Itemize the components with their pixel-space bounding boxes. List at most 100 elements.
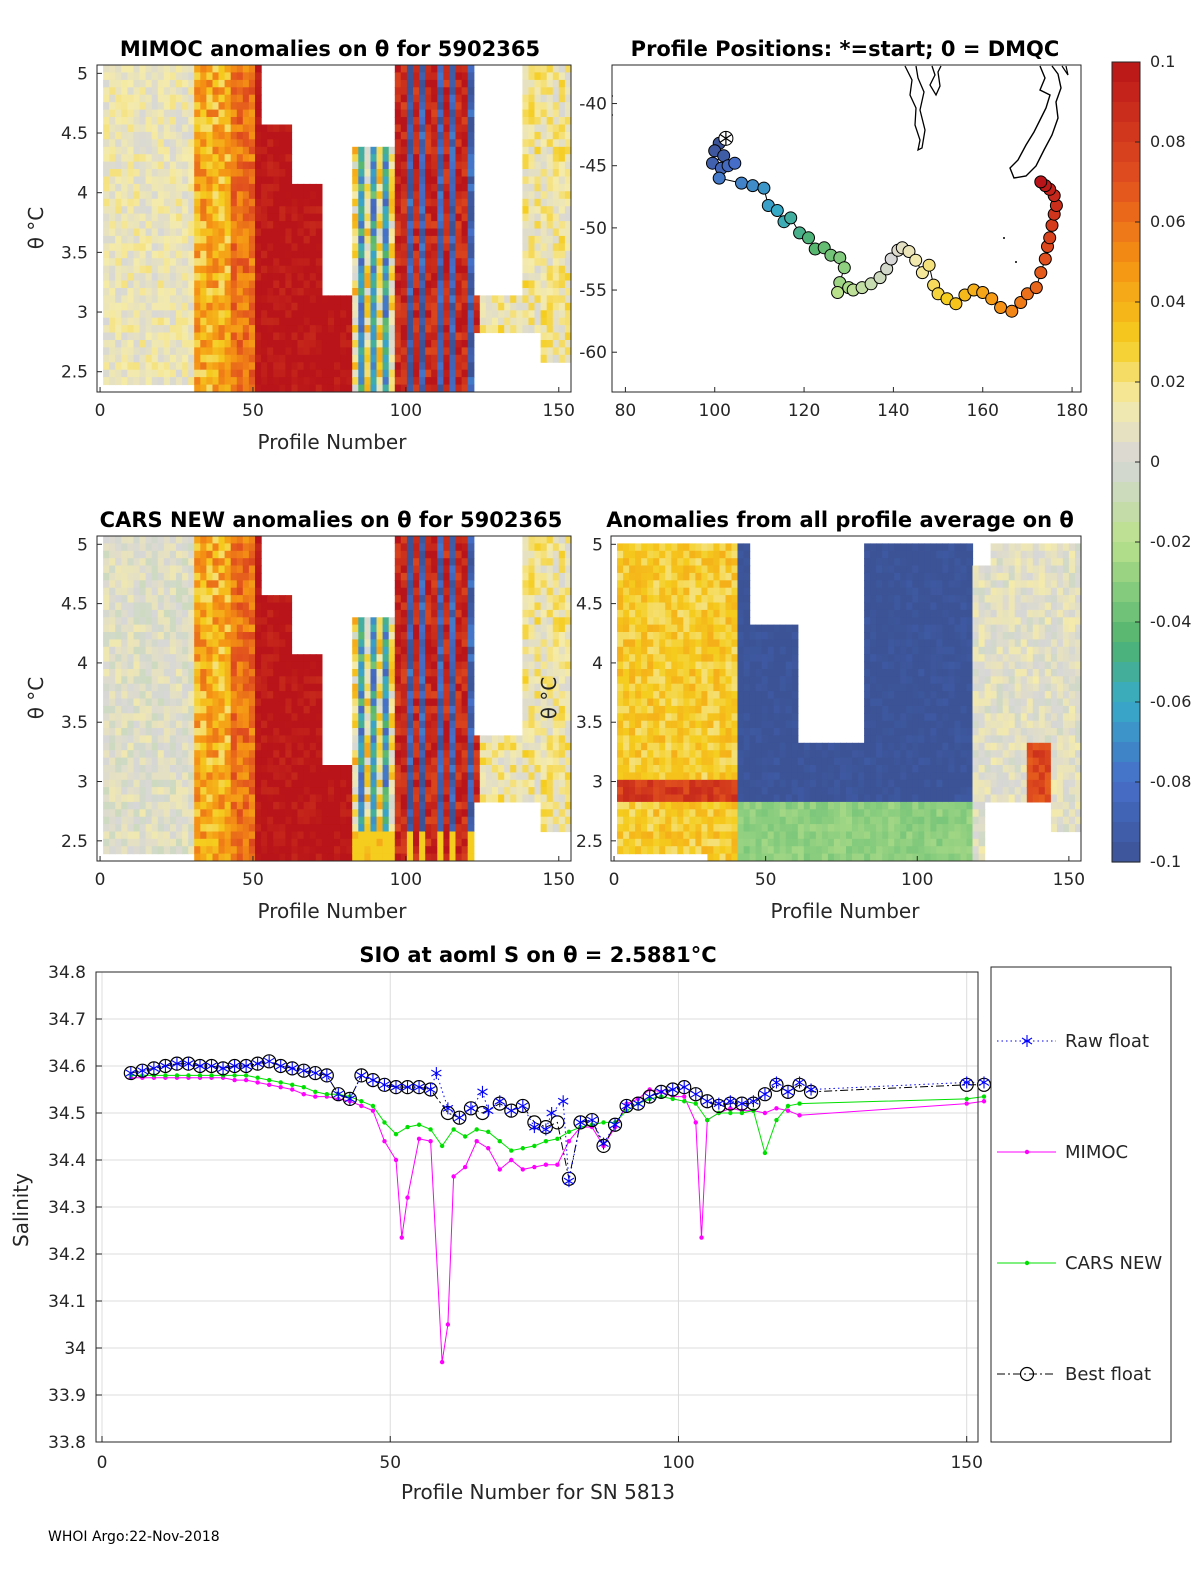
heat-cell bbox=[103, 183, 110, 192]
heat-cell bbox=[188, 94, 195, 103]
heat-cell bbox=[425, 698, 432, 707]
heat-cell bbox=[297, 713, 305, 722]
heat-cell bbox=[157, 79, 165, 88]
heat-cell bbox=[163, 65, 171, 73]
heat-cell bbox=[230, 750, 238, 759]
heat-cell bbox=[224, 65, 232, 73]
heat-cell bbox=[358, 794, 365, 803]
heat-cell bbox=[224, 757, 232, 766]
heat-cell bbox=[145, 617, 153, 626]
heat-cell bbox=[431, 273, 438, 282]
heat-cell bbox=[413, 369, 420, 378]
heat-cell bbox=[188, 587, 195, 596]
heat-cell bbox=[394, 550, 402, 559]
heat-cell bbox=[176, 698, 183, 707]
heat-cell bbox=[121, 831, 128, 840]
heat-cell bbox=[212, 801, 220, 810]
heat-cell bbox=[200, 831, 207, 840]
heat-cell bbox=[206, 580, 214, 589]
heat-cell bbox=[194, 228, 201, 237]
heat-cell bbox=[388, 250, 396, 259]
heat-cell bbox=[413, 609, 420, 618]
heat-cell bbox=[188, 617, 195, 626]
heat-cell bbox=[394, 801, 402, 810]
heat-cell bbox=[212, 735, 220, 744]
heat-cell bbox=[255, 258, 262, 267]
heat-cell bbox=[163, 117, 171, 125]
heat-cell bbox=[115, 258, 122, 267]
heat-cell bbox=[224, 624, 232, 633]
heat-cell bbox=[133, 198, 141, 207]
heat-cell bbox=[182, 154, 189, 163]
heat-cell bbox=[194, 720, 201, 729]
heat-cell bbox=[255, 705, 262, 714]
heat-cell bbox=[273, 691, 280, 700]
heat-cell bbox=[425, 191, 432, 200]
heat-cell bbox=[188, 809, 195, 818]
heat-cell bbox=[528, 206, 536, 215]
heat-cell bbox=[242, 646, 250, 655]
heat-cell bbox=[437, 109, 444, 118]
heat-cell bbox=[285, 250, 293, 259]
heat-cell bbox=[437, 669, 444, 677]
heat-cell bbox=[297, 332, 305, 341]
heat-cell bbox=[139, 831, 147, 840]
heat-cell bbox=[461, 347, 469, 356]
heat-cell bbox=[194, 87, 201, 96]
heat-cell bbox=[273, 853, 280, 861]
heat-cell bbox=[145, 310, 153, 319]
heat-cell bbox=[273, 131, 280, 140]
heat-cell bbox=[273, 661, 280, 670]
heat-cell bbox=[242, 669, 250, 677]
heat-cell bbox=[255, 609, 262, 618]
heat-cell bbox=[297, 742, 305, 751]
heat-cell bbox=[291, 794, 299, 803]
heat-cell bbox=[340, 801, 347, 810]
heat-cell bbox=[388, 161, 396, 170]
heat-cell bbox=[419, 146, 426, 155]
heat-cell bbox=[224, 698, 232, 707]
heat-cell bbox=[558, 235, 566, 244]
heat-cell bbox=[127, 742, 135, 751]
heat-cell bbox=[242, 213, 250, 222]
heat-cell bbox=[400, 846, 408, 855]
heat-cell bbox=[200, 94, 207, 103]
heat-cell bbox=[151, 258, 159, 267]
heat-cell bbox=[419, 183, 426, 192]
heat-cell bbox=[182, 183, 189, 192]
heat-cell bbox=[461, 124, 469, 133]
heat-cell bbox=[103, 228, 110, 237]
heat-cell bbox=[133, 728, 141, 736]
heat-cell bbox=[109, 146, 116, 155]
heat-cell bbox=[364, 280, 372, 289]
heat-cell bbox=[248, 536, 256, 544]
heat-cell bbox=[157, 117, 165, 125]
heat-cell bbox=[188, 536, 195, 544]
heat-cell bbox=[206, 543, 214, 552]
heat-cell bbox=[400, 558, 408, 567]
heat-cell bbox=[133, 735, 141, 744]
heat-cell bbox=[188, 632, 195, 640]
heat-cell bbox=[212, 669, 220, 677]
heat-cell bbox=[552, 258, 560, 267]
heat-cell bbox=[200, 332, 207, 341]
heat-cell bbox=[157, 124, 165, 133]
heat-cell bbox=[200, 580, 207, 589]
heat-cell bbox=[346, 325, 353, 334]
heat-cell bbox=[273, 332, 280, 341]
heat-cell bbox=[145, 354, 153, 363]
heat-cell bbox=[443, 676, 451, 685]
heat-cell bbox=[194, 332, 201, 341]
heat-cell bbox=[358, 288, 365, 296]
heat-cell bbox=[248, 72, 256, 81]
heat-cell bbox=[437, 235, 444, 244]
heat-cell bbox=[176, 273, 183, 282]
heat-cell bbox=[248, 94, 256, 103]
heat-cell bbox=[564, 295, 571, 304]
heat-cell bbox=[145, 295, 153, 304]
heat-cell bbox=[121, 94, 128, 103]
heat-cell bbox=[182, 595, 189, 604]
heat-cell bbox=[267, 661, 274, 670]
heat-cell bbox=[182, 228, 189, 237]
heat-cell bbox=[406, 139, 414, 148]
